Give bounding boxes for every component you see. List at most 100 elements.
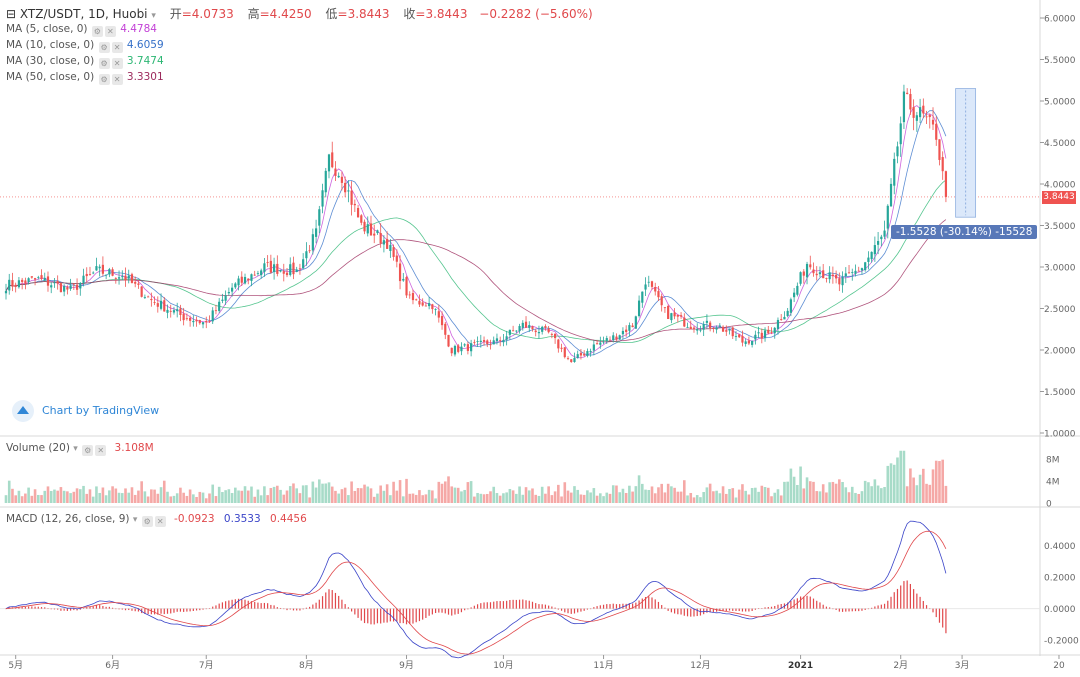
macd-histogram-bar [728, 608, 731, 611]
chevron-down-icon[interactable]: ▾ [151, 11, 156, 21]
volume-bar [120, 493, 124, 503]
macd-histogram-bar [434, 608, 437, 614]
macd-histogram-bar [725, 608, 727, 612]
macd-histogram-bar [208, 608, 211, 609]
ma5-label: MA (5, close, 0) [6, 23, 88, 35]
macd-legend[interactable]: MACD (12, 26, close, 9) ▾ ⚙ ✕ -0.0923 0.3… [6, 513, 307, 527]
macd-histogram-bar [260, 603, 262, 609]
volume-bar [288, 486, 292, 503]
chevron-down-icon[interactable]: ▾ [132, 515, 138, 525]
macd-histogram-bar [105, 606, 107, 609]
close-icon[interactable]: ✕ [154, 516, 166, 527]
macd-histogram-bar [425, 608, 427, 618]
volume-bar [615, 485, 618, 503]
candle-body [92, 272, 95, 274]
candle-body [30, 276, 33, 278]
volume-bar [776, 489, 780, 503]
measure-label[interactable]: -1.5528 (-30.14%) -15528 [891, 225, 1038, 239]
macd-histogram-bar [137, 608, 140, 612]
signal-line-value: 0.4456 [270, 513, 307, 525]
close-icon[interactable]: ✕ [111, 58, 123, 69]
close-icon[interactable]: ✕ [111, 74, 123, 85]
volume-bar [24, 493, 27, 503]
volume-bar [657, 487, 660, 503]
macd-histogram-bar [173, 608, 175, 613]
macd-histogram-bar [57, 608, 59, 610]
volume-bar [314, 487, 318, 503]
candle-body [124, 275, 127, 281]
volume-bar [699, 497, 702, 503]
candle-body [725, 330, 728, 332]
macd-histogram-bar [237, 598, 240, 609]
candle-body [156, 303, 159, 307]
candle-body [828, 272, 831, 280]
macd-histogram-bar [586, 608, 588, 610]
ma5-legend[interactable]: MA (5, close, 0) ⚙ ✕ 4.4784 [6, 23, 157, 37]
candle-body [625, 329, 628, 333]
candle-body [153, 302, 156, 303]
candle-body [938, 139, 941, 160]
close-icon[interactable]: ✕ [104, 26, 116, 37]
close-icon[interactable]: ✕ [95, 445, 107, 456]
chevron-down-icon[interactable]: ▾ [73, 444, 78, 454]
candle-body [566, 358, 570, 359]
ma50-legend[interactable]: MA (50, close, 0) ⚙ ✕ 3.3301 [6, 71, 164, 85]
candle-body [544, 326, 547, 328]
macd-histogram-bar [73, 608, 75, 611]
tradingview-watermark[interactable]: Chart by TradingView [12, 400, 159, 422]
macd-histogram-bar [409, 608, 411, 625]
candle-body [847, 272, 851, 274]
volume-bar [637, 475, 641, 503]
candle-body [376, 230, 379, 234]
settings-icon[interactable]: ⚙ [141, 516, 153, 527]
volume-legend[interactable]: Volume (20) ▾ ⚙ ✕ 3.108M [6, 442, 154, 456]
volume-bar [880, 488, 883, 503]
macd-histogram-bar [741, 608, 744, 612]
collapse-icon[interactable]: ⊟ [6, 7, 17, 21]
macd-histogram-bar [619, 604, 621, 609]
settings-icon[interactable]: ⚙ [82, 445, 94, 456]
settings-icon[interactable]: ⚙ [98, 58, 110, 69]
candle-body [379, 232, 382, 244]
volume-bar [295, 488, 298, 503]
candle-body [237, 278, 240, 286]
volume-bar [230, 493, 234, 503]
volume-bar [137, 490, 140, 503]
volume-bar [550, 495, 554, 503]
volume-bar [369, 488, 373, 503]
volume-bar [49, 490, 53, 503]
candle-body [221, 299, 224, 301]
volume-bar [227, 489, 231, 503]
macd-histogram-bar [37, 606, 39, 609]
macd-histogram-bar [312, 604, 314, 609]
volume-bar [353, 490, 357, 503]
volume-bar [88, 489, 92, 503]
candle-body [234, 283, 237, 288]
macd-histogram-bar [774, 606, 776, 609]
settings-icon[interactable]: ⚙ [91, 26, 103, 37]
macd-histogram-bar [680, 608, 682, 615]
ma10-legend[interactable]: MA (10, close, 0) ⚙ ✕ 4.6059 [6, 39, 164, 53]
symbol-label[interactable]: XTZ/USDT, 1D, Huobi [19, 7, 148, 21]
close-icon[interactable]: ✕ [111, 42, 123, 53]
volume-bar [311, 481, 315, 503]
volume-tick-label: 4M [1046, 478, 1060, 488]
volume-bar [427, 489, 431, 503]
candle-body [189, 317, 192, 321]
volume-bar [931, 469, 935, 503]
macd-histogram-bar [176, 608, 178, 612]
settings-icon[interactable]: ⚙ [98, 74, 110, 85]
macd-histogram-bar [735, 608, 737, 611]
volume-bar [721, 486, 725, 503]
macd-histogram-bar [612, 603, 614, 609]
candle-body [851, 272, 854, 273]
candle-body [82, 275, 85, 283]
volume-bar [582, 494, 586, 503]
volume-bar [928, 484, 932, 503]
volume-bar [279, 489, 282, 503]
volume-bar [802, 488, 806, 503]
volume-bar [324, 483, 328, 503]
settings-icon[interactable]: ⚙ [98, 42, 110, 53]
ma30-legend[interactable]: MA (30, close, 0) ⚙ ✕ 3.7474 [6, 55, 164, 69]
